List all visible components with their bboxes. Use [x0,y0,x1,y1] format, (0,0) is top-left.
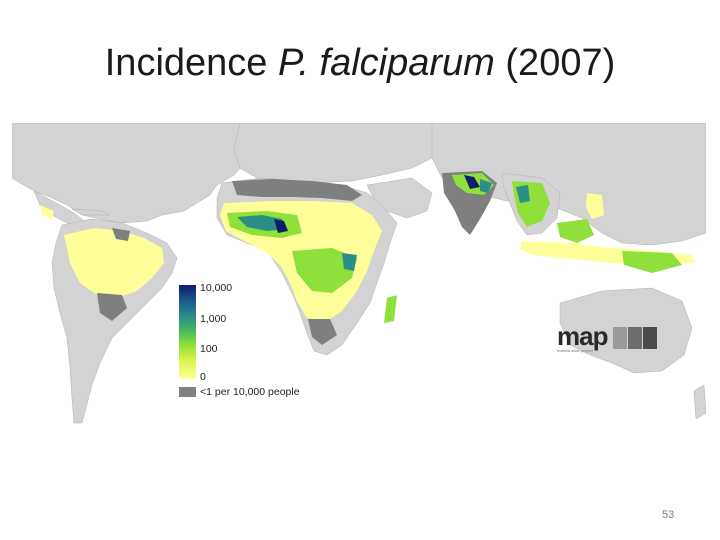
legend-label-0: 0 [200,371,206,383]
borneo-landmass [557,219,594,243]
legend-label-low: <1 per 10,000 people [200,386,300,398]
west-africa-teal [237,215,287,231]
myanmar-teal [516,185,530,203]
map-logo-subtitle: malaria atlas project [557,348,593,353]
new-zealand-landmass [693,384,706,420]
europe-landmass [233,123,443,184]
south-africa-low [308,319,337,345]
logo-tile-3 [643,327,657,349]
legend-color-scale [179,285,196,379]
sahel-low-band [232,179,362,201]
east-africa-teal [342,253,357,271]
caribbean-islands [71,208,111,216]
logo-tile-1 [613,327,627,349]
middle-east-landmass [366,177,433,219]
philippines-landmass [586,193,604,219]
legend-label-10000: 10,000 [200,282,233,294]
map-logo-text: map [557,321,608,351]
guiana-low-patch [112,228,130,241]
new-guinea-landmass [622,251,682,273]
legend-label-1000: 1,000 [200,313,227,325]
legend-low-swatch [179,387,196,397]
amazon-low-patch [97,293,127,321]
amazon-risk-zone [64,228,164,298]
madagascar-landmass [384,295,397,323]
title-prefix: Incidence [104,42,278,84]
page-number: 53 [662,509,675,521]
logo-tile-2 [628,327,642,349]
title-species: P. falciparum [277,42,495,84]
india-navy [464,175,480,189]
title-year: (2007) [494,42,616,84]
central-africa-green [292,248,357,293]
india-teal [480,179,492,193]
west-africa-navy [274,219,288,233]
central-america-yellow [40,205,54,219]
legend-label-100: 100 [200,343,218,355]
world-incidence-map [12,123,706,436]
incidence-legend: 10,000 1,000 100 0 <1 per 10,000 people [172,280,312,410]
slide-title: Incidence P. falciparum (2007) [0,42,720,85]
world-map-graphic [12,123,706,424]
